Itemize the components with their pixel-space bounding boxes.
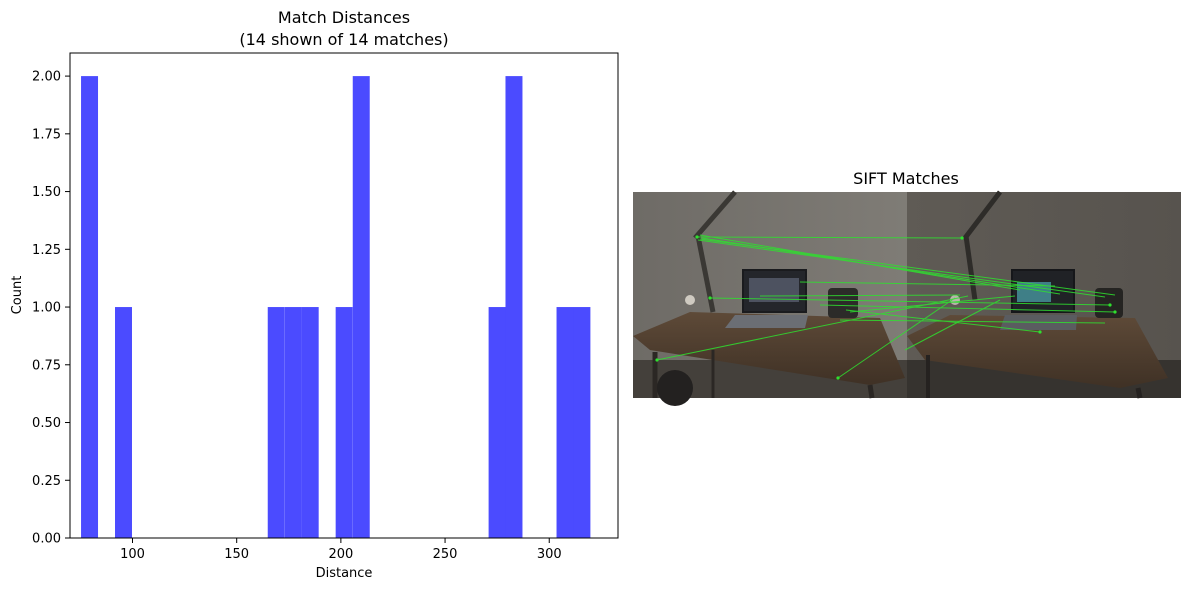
- y-tick-label-2: 0.50: [32, 416, 61, 431]
- histogram-bars: [81, 76, 591, 538]
- histogram-axes-frame: [69, 52, 619, 539]
- histogram-bar-4: [301, 307, 319, 538]
- histogram-title: Match Distances: [278, 8, 410, 27]
- histogram-bar-10: [573, 307, 591, 538]
- y-tick-label-7: 1.75: [32, 127, 61, 142]
- x-tick-label-4: 300: [537, 547, 562, 562]
- desk-icon: [633, 312, 905, 385]
- y-tick-label-4: 1.00: [32, 301, 61, 316]
- y-axis-label: Count: [10, 276, 25, 315]
- histogram-bar-2: [267, 307, 285, 538]
- histogram-bar-8: [505, 76, 523, 538]
- desk-icon-right: [907, 315, 1168, 388]
- histogram-bar-1: [115, 307, 132, 538]
- histogram-bar-5: [335, 307, 353, 538]
- histogram-bar-0: [81, 76, 99, 538]
- histogram-panel: Match Distances (14 shown of 14 matches)…: [10, 8, 619, 581]
- x-tick-label-3: 250: [433, 547, 458, 562]
- x-tick-label-1: 150: [224, 547, 249, 562]
- y-tick-label-3: 0.75: [32, 358, 61, 373]
- y-tick-label-0: 0.00: [32, 532, 61, 547]
- y-axis-ticks: 0.00 0.25 0.50 0.75 1.00 1.25 1.50 1.75 2.00: [32, 70, 70, 547]
- histogram-bar-7: [488, 307, 506, 538]
- left-photo: [633, 190, 907, 406]
- y-tick-label-6: 1.50: [32, 185, 61, 200]
- sift-keypoints: [655, 235, 1117, 380]
- lamp-arm-icon-right: [963, 190, 1002, 240]
- x-axis-ticks: 100 150 200 250 300: [120, 538, 562, 562]
- sift-title: SIFT Matches: [853, 169, 959, 188]
- y-tick-label-8: 2.00: [32, 70, 61, 85]
- lamp-arm-icon: [693, 190, 737, 240]
- y-tick-label-5: 1.25: [32, 243, 61, 258]
- sift-match-lines: [656, 234, 1116, 379]
- x-axis-label: Distance: [316, 566, 373, 581]
- y-tick-label-1: 0.25: [32, 474, 61, 489]
- histogram-subtitle: (14 shown of 14 matches): [239, 30, 448, 49]
- histogram-bar-3: [284, 307, 302, 538]
- histogram-bar-6: [352, 76, 370, 538]
- x-tick-label-0: 100: [120, 547, 145, 562]
- sift-matches-panel: SIFT Matches: [633, 169, 1181, 406]
- histogram-bar-9: [556, 307, 574, 538]
- x-tick-label-2: 200: [328, 547, 353, 562]
